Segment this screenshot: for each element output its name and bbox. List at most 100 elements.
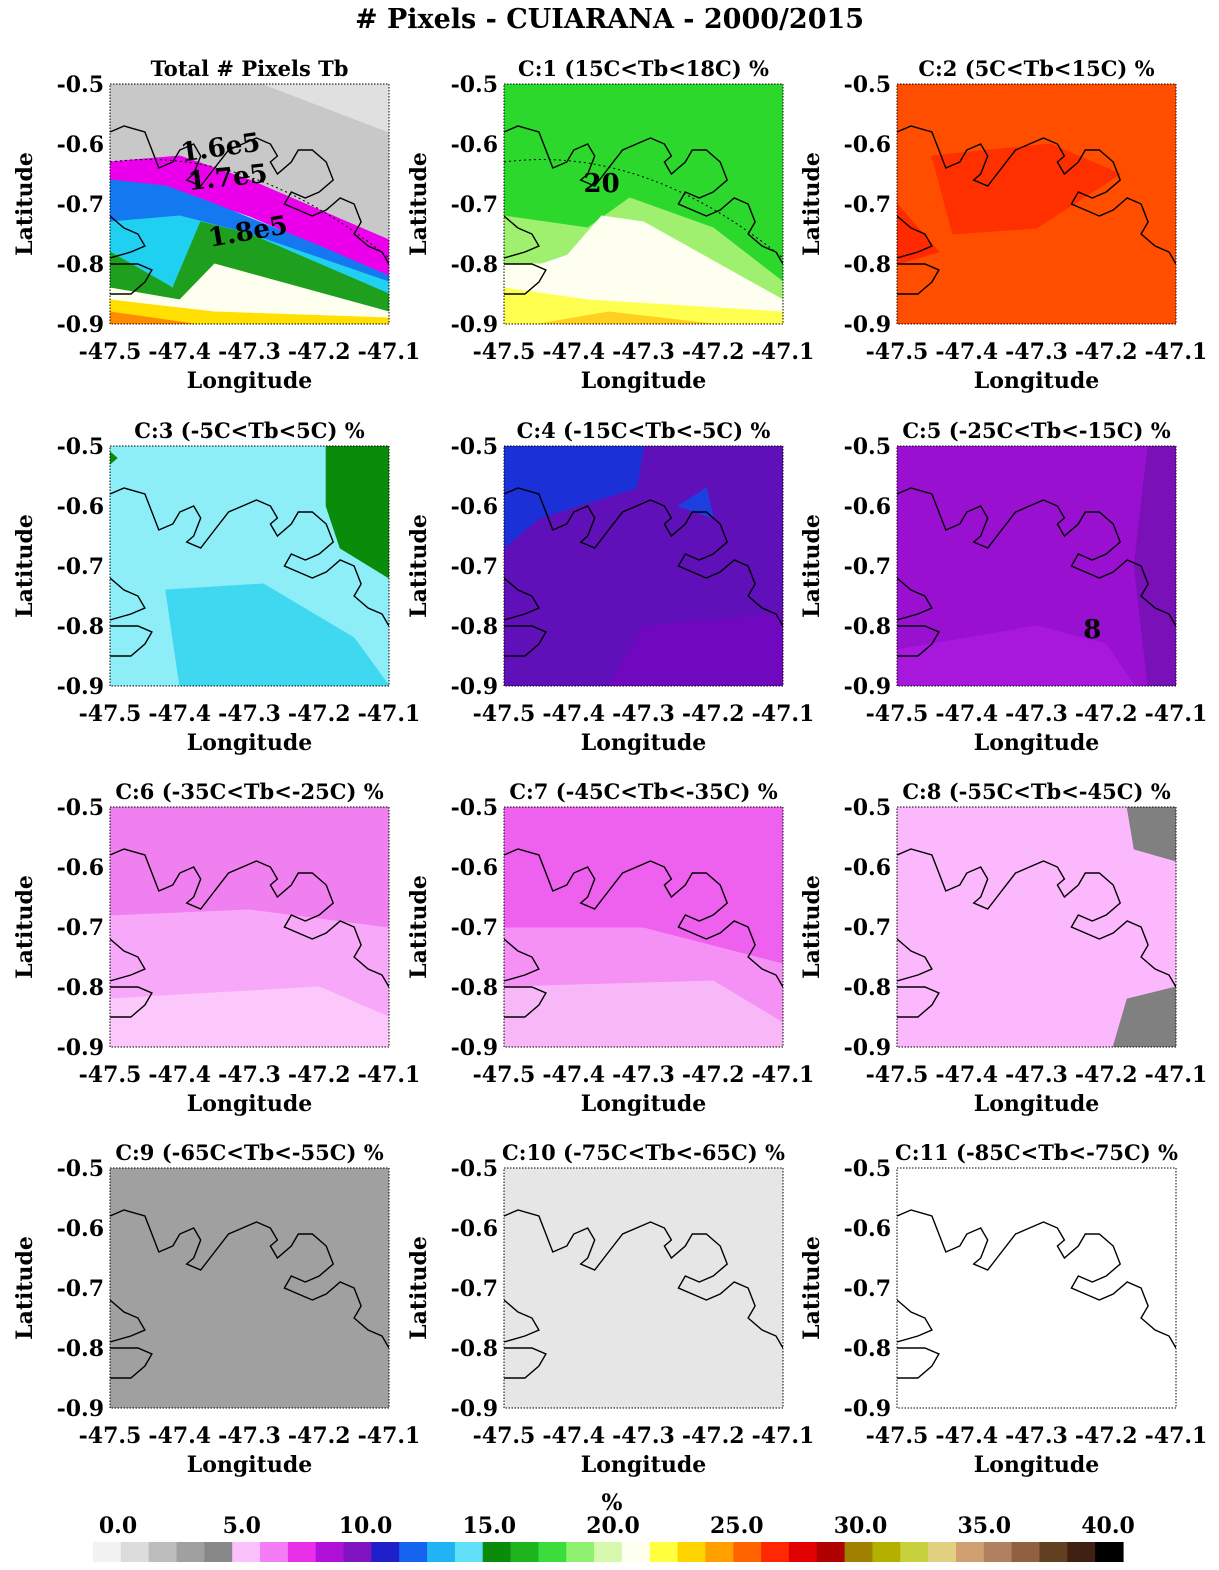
coastline-1 xyxy=(110,848,389,988)
colorbar-tick-label: 20.0 xyxy=(586,1513,640,1539)
coastline-2 xyxy=(897,1299,933,1343)
colorbar-swatch xyxy=(427,1542,456,1562)
y-tick-label: -0.8 xyxy=(844,975,891,1001)
color-region-4 xyxy=(504,287,783,324)
coastline-1 xyxy=(897,1209,1176,1349)
x-tick-label: -47.3 xyxy=(1005,701,1068,727)
plot-area xyxy=(110,1168,389,1408)
colorbar-swatch xyxy=(510,1542,539,1562)
y-tick-label: -0.6 xyxy=(57,855,104,881)
y-tick-label: -0.7 xyxy=(844,1276,891,1302)
color-region-3 xyxy=(504,980,783,1047)
y-tick-label: -0.6 xyxy=(844,132,891,158)
colorbar-swatch xyxy=(148,1542,178,1562)
y-tick-label: -0.7 xyxy=(844,192,891,218)
colorbar-swatch xyxy=(1067,1542,1096,1562)
coastline-2 xyxy=(897,938,933,982)
x-tick-label: -47.1 xyxy=(358,339,421,365)
x-tick-label: -47.4 xyxy=(148,339,211,365)
chart-panel-8: C:7 (-45C<Tb<-35C) % -0.5 -0.6 -0.7 -0.8 -0.9… xyxy=(406,779,814,1117)
panel-title: C:4 (-15C<Tb<-5C) % xyxy=(517,418,771,443)
y-tick-label: -0.7 xyxy=(57,554,104,580)
colorbar-swatch xyxy=(343,1542,372,1562)
x-tick-label: -47.1 xyxy=(358,1423,421,1449)
x-tick-label: -47.3 xyxy=(612,339,675,365)
panel-title: C:9 (-65C<Tb<-55C) % xyxy=(115,1140,383,1165)
color-region-3 xyxy=(504,215,783,324)
plot-frame xyxy=(109,83,390,325)
plot-area xyxy=(110,807,389,1047)
x-tick-label: -47.5 xyxy=(473,701,536,727)
x-axis-label: Longitude xyxy=(581,1091,706,1117)
chart-panel-10: C:9 (-65C<Tb<-55C) % -0.5 -0.6 -0.7 -0.8 -0.9… xyxy=(12,1140,420,1478)
x-axis-label: Longitude xyxy=(187,1091,312,1117)
x-tick-label: -47.4 xyxy=(935,1062,998,1088)
x-tick-label: -47.4 xyxy=(148,1423,211,1449)
x-tick-label: -47.2 xyxy=(682,1062,745,1088)
colorbar-swatch xyxy=(538,1542,567,1562)
y-tick-label: -0.5 xyxy=(844,434,891,460)
coastline-3 xyxy=(897,625,940,657)
colorbar-swatch xyxy=(176,1542,205,1562)
x-axis-label: Longitude xyxy=(187,1452,312,1478)
x-axis-label: Longitude xyxy=(974,1091,1099,1117)
x-tick-label: -47.1 xyxy=(1145,339,1208,365)
x-tick-label: -47.3 xyxy=(612,701,675,727)
coastline-3 xyxy=(897,1347,940,1379)
x-tick-label: -47.4 xyxy=(542,1062,605,1088)
color-region-3 xyxy=(325,446,389,579)
plot-frame xyxy=(896,806,1177,1048)
x-tick-label: -47.1 xyxy=(1145,701,1208,727)
y-axis-label: Latitude xyxy=(12,152,38,256)
coastline-2 xyxy=(897,215,933,259)
x-tick-label: -47.2 xyxy=(1075,701,1138,727)
colorbar-swatch xyxy=(761,1542,790,1562)
chart-panel-5: C:4 (-15C<Tb<-5C) %-0.5-0.6-0.7-0.8-0.9-… xyxy=(406,418,814,756)
y-tick-label: -0.7 xyxy=(451,554,498,580)
chart-panel-4: C:3 (-5C<Tb<5C) %-0.5-0.6-0.7-0.8-0.9-47… xyxy=(12,418,420,756)
y-tick-label: -0.5 xyxy=(844,795,891,821)
colorbar-swatch xyxy=(788,1542,818,1562)
color-region-2 xyxy=(897,625,1135,686)
x-tick-label: -47.2 xyxy=(1075,1423,1138,1449)
coastline-2 xyxy=(110,577,146,621)
chart-panel-7: C:6 (-35C<Tb<-25C) % -0.5 -0.6 -0.7 -0.8 -0.9… xyxy=(12,779,420,1117)
y-tick-label: -0.8 xyxy=(844,614,891,640)
x-tick-label: -47.5 xyxy=(79,1062,142,1088)
y-tick-label: -0.9 xyxy=(57,1035,104,1061)
plot-area xyxy=(897,807,1176,1047)
x-axis-label: Longitude xyxy=(581,1452,706,1478)
x-tick-label: -47.5 xyxy=(866,1423,929,1449)
coastline-1 xyxy=(504,487,783,627)
color-region-9 xyxy=(110,311,194,324)
y-tick-label: -0.9 xyxy=(451,1035,498,1061)
y-tick-label: -0.8 xyxy=(844,1336,891,1362)
colorbar-tick-label: 35.0 xyxy=(957,1513,1011,1539)
x-tick-label: -47.3 xyxy=(218,339,281,365)
coastline-3 xyxy=(504,625,547,657)
colorbar-swatch xyxy=(900,1542,929,1562)
x-tick-label: -47.3 xyxy=(1005,1062,1068,1088)
coastline-1 xyxy=(110,1209,389,1349)
y-tick-label: -0.9 xyxy=(844,1396,891,1422)
x-tick-label: -47.4 xyxy=(148,701,211,727)
colorbar-swatch xyxy=(204,1542,233,1562)
x-tick-label: -47.3 xyxy=(1005,1423,1068,1449)
plot-frame xyxy=(503,1167,784,1409)
x-tick-label: -47.2 xyxy=(1075,1062,1138,1088)
y-tick-label: -0.9 xyxy=(451,312,498,338)
colorbar-tick-label: 15.0 xyxy=(462,1513,516,1539)
x-axis-label: Longitude xyxy=(974,730,1099,756)
coastline-1 xyxy=(110,125,389,265)
x-axis-label: Longitude xyxy=(581,730,706,756)
x-tick-label: -47.1 xyxy=(752,1062,815,1088)
plot-area xyxy=(504,807,783,1047)
y-tick-label: -0.5 xyxy=(844,1156,891,1182)
x-tick-label: -47.5 xyxy=(79,339,142,365)
coastline-1 xyxy=(504,848,783,988)
coastline-1 xyxy=(897,487,1176,627)
x-tick-label: -47.5 xyxy=(473,339,536,365)
colorbar-swatch xyxy=(371,1542,400,1562)
color-region-3 xyxy=(897,203,940,265)
plot-area xyxy=(110,84,389,324)
